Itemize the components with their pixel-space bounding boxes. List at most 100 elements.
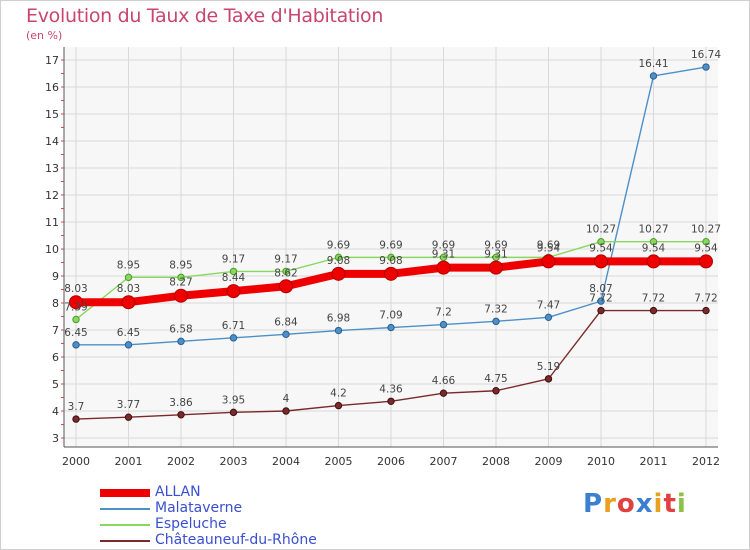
data-point: [387, 323, 395, 332]
data-point: [646, 254, 661, 269]
y-tick-label: 10: [45, 243, 59, 256]
data-label: 9.08: [379, 255, 402, 267]
data-label: 4.75: [484, 373, 507, 385]
unit-label: (en %): [26, 29, 63, 42]
data-point: [226, 284, 241, 299]
y-tick-label: 8: [52, 297, 59, 310]
data-label: 8.62: [274, 267, 297, 279]
logo-letter: P: [583, 489, 604, 519]
data-point: [334, 401, 343, 410]
y-tick-label: 9: [52, 270, 59, 283]
data-point: [124, 341, 133, 349]
y-tick-label: 6: [52, 351, 59, 364]
chart-title: Evolution du Taux de Taxe d'Habitation: [26, 5, 384, 27]
data-point: [229, 408, 238, 417]
data-point: [282, 267, 290, 276]
data-label: 10.27: [691, 224, 721, 236]
data-point: [72, 341, 80, 349]
legend-label: Malataverne: [155, 500, 243, 516]
data-label: 9.54: [694, 242, 718, 254]
data-label: 7.72: [694, 293, 717, 305]
data-label: 9.54: [589, 242, 613, 254]
data-label: 16.74: [691, 49, 721, 61]
y-tick-label: 16: [45, 81, 59, 94]
logo-letter: x: [635, 489, 654, 519]
legend-swatch: [100, 524, 150, 526]
y-tick-label: 15: [45, 108, 59, 121]
x-tick-label: 2010: [587, 455, 615, 468]
x-tick-label: 2006: [377, 455, 405, 468]
data-label: 6.45: [64, 327, 87, 339]
data-point: [334, 326, 343, 335]
data-point: [387, 253, 395, 262]
data-point: [331, 266, 346, 281]
data-point: [229, 334, 238, 342]
data-label: 6.45: [117, 327, 140, 339]
data-label: 9.08: [327, 255, 350, 267]
data-label: 9.69: [484, 239, 507, 251]
data-label: 7.32: [484, 303, 507, 315]
data-point: [702, 63, 710, 71]
data-label: 9.69: [327, 239, 350, 251]
data-label: 9.54: [537, 242, 561, 254]
data-point: [174, 288, 188, 303]
data-label: 8.95: [117, 259, 140, 271]
x-tick-label: 2000: [62, 455, 90, 468]
proxiti-logo: Proxiti: [583, 489, 687, 519]
data-label: 7.09: [379, 310, 402, 322]
data-point: [177, 411, 185, 419]
data-point: [439, 389, 448, 397]
data-label: 4.36: [379, 383, 403, 395]
logo-letter: t: [663, 489, 677, 519]
data-label: 8.44: [222, 272, 246, 284]
data-point: [72, 315, 80, 324]
legend-label: ALLAN: [155, 484, 201, 500]
x-tick-label: 2003: [220, 455, 248, 468]
data-label: 7.39: [64, 301, 87, 313]
data-point: [282, 407, 290, 415]
logo-letter: o: [616, 489, 636, 519]
x-tick-label: 2002: [167, 455, 195, 468]
data-point: [121, 295, 136, 310]
data-label: 4.66: [432, 375, 456, 387]
y-tick-label: 7: [52, 324, 59, 337]
x-tick-label: 2007: [430, 455, 458, 468]
data-label: 7.72: [642, 293, 665, 305]
data-point: [229, 267, 238, 276]
legend-swatch: [100, 540, 150, 542]
legend-swatch: [100, 489, 150, 497]
data-label: 6.84: [274, 316, 298, 328]
data-label: 8.03: [64, 283, 87, 295]
data-point: [387, 397, 395, 405]
legend-swatch: [100, 508, 150, 510]
x-tick-label: 2012: [692, 455, 720, 468]
data-point: [594, 254, 608, 269]
data-point: [439, 320, 448, 329]
data-label: 3.77: [117, 399, 140, 411]
data-label: 8.27: [169, 277, 192, 289]
data-label: 9.69: [537, 239, 560, 251]
data-point: [489, 260, 503, 275]
data-label: 9.17: [222, 253, 245, 265]
logo-letter: i: [653, 489, 664, 519]
data-label: 9.69: [379, 239, 402, 251]
data-point: [384, 266, 398, 281]
data-point: [69, 295, 83, 310]
y-tick-label: 17: [45, 54, 59, 67]
data-point: [279, 279, 293, 294]
data-point: [649, 72, 658, 80]
data-label: 6.98: [327, 313, 350, 325]
logo-letter: i: [676, 489, 687, 519]
x-tick-label: 2004: [272, 455, 300, 468]
data-point: [492, 317, 500, 326]
data-point: [649, 306, 658, 315]
data-label: 6.58: [169, 323, 192, 335]
data-point: [177, 273, 185, 282]
data-point: [702, 238, 710, 246]
data-label: 7.47: [537, 299, 560, 311]
data-label: 3.95: [222, 394, 245, 406]
data-point: [282, 330, 290, 339]
data-point: [699, 254, 713, 269]
data-label: 10.27: [638, 224, 668, 236]
data-label: 7.2: [435, 307, 452, 319]
